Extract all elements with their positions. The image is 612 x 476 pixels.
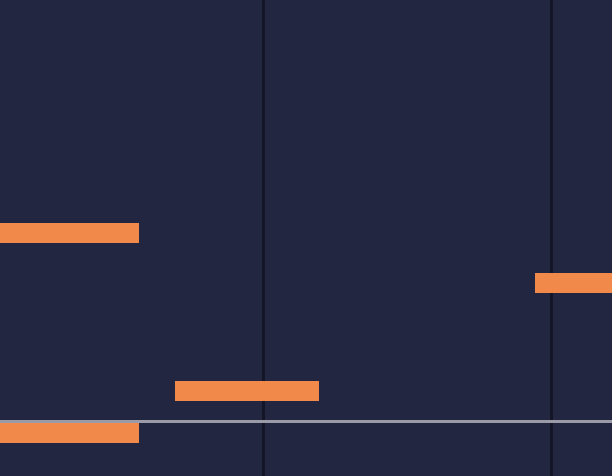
note-block[interactable] <box>0 223 139 243</box>
playhead-line[interactable] <box>0 420 612 423</box>
note-block[interactable] <box>535 273 612 293</box>
beat-gridline <box>550 0 553 476</box>
note-block[interactable] <box>0 423 139 443</box>
beat-gridline <box>262 0 265 476</box>
note-block[interactable] <box>175 381 319 401</box>
